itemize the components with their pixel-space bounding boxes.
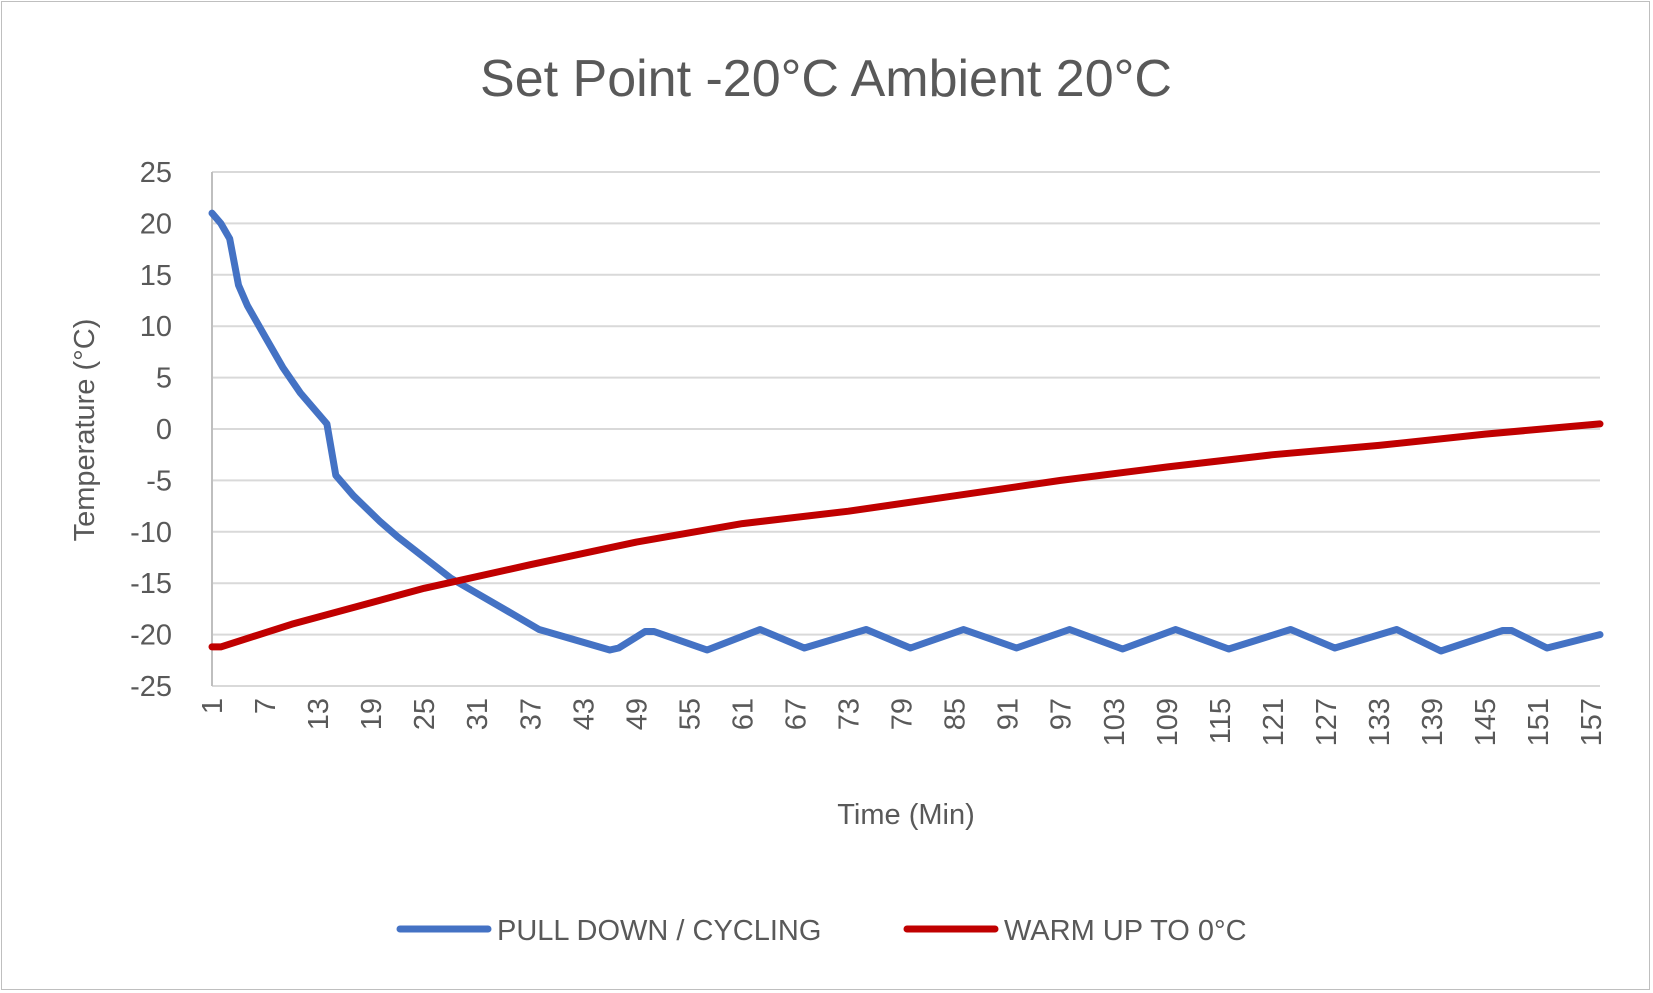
x-tick-label: 91: [993, 698, 1025, 730]
x-tick-label: 43: [568, 698, 600, 730]
x-tick-label: 67: [780, 698, 812, 730]
x-tick-label: 145: [1470, 698, 1502, 746]
x-tick-label: 31: [462, 698, 494, 730]
x-tick-label: 121: [1258, 698, 1290, 746]
y-tick-label: -5: [146, 465, 172, 497]
y-axis-title: Temperature (°C): [69, 319, 101, 542]
x-tick-label: 115: [1205, 698, 1237, 744]
series-line-warm-up-to-0-c: [208, 420, 1604, 651]
x-tick-label: 1: [197, 698, 229, 714]
legend-label: PULL DOWN / CYCLING: [497, 915, 821, 947]
x-tick-label: 61: [727, 698, 759, 730]
x-tick-label: 79: [887, 698, 919, 730]
x-tick-label: 7: [250, 698, 282, 714]
x-tick-label: 37: [515, 698, 547, 730]
y-tick-label: -15: [130, 568, 172, 600]
x-tick-label: 25: [409, 698, 441, 730]
x-tick-label: 13: [303, 698, 335, 730]
x-tick-label: 139: [1417, 698, 1449, 746]
x-tick-label: 73: [834, 698, 866, 730]
x-tick-label: 157: [1576, 698, 1608, 746]
legend: PULL DOWN / CYCLING WARM UP TO 0°C: [396, 915, 1247, 947]
x-tick-label: 49: [621, 698, 653, 730]
x-tick-label: 103: [1099, 698, 1131, 746]
gridlines: [211, 171, 1600, 687]
y-tick-label: -25: [130, 671, 172, 703]
x-tick-label: 133: [1364, 698, 1396, 746]
x-tick-label: 97: [1046, 698, 1078, 730]
y-tick-label: 15: [140, 260, 172, 292]
y-tick-labels: 25 20 15 10 5 0 -5 -10 -15 -20 -25: [130, 157, 172, 703]
x-tick-labels: 1 7 13 19 25 31 37 43 49 55 61 67 73 79 85 91 97 103 109 11…: [197, 698, 1608, 746]
y-tick-label: 0: [156, 414, 172, 446]
y-tick-label: -20: [130, 620, 172, 652]
y-tick-label: 20: [140, 208, 172, 240]
x-tick-label: 19: [356, 698, 388, 730]
y-tick-label: -10: [130, 517, 172, 549]
x-axis-title: Time (Min): [837, 799, 974, 831]
x-tick-label: 55: [674, 698, 706, 730]
x-tick-label: 127: [1311, 698, 1343, 746]
series-lines: [208, 209, 1604, 655]
y-tick-label: 10: [140, 311, 172, 343]
x-tick-label: 109: [1152, 698, 1184, 746]
series-line-pull-down-cycling: [208, 209, 1604, 655]
y-tick-label: 25: [140, 157, 172, 189]
legend-label: WARM UP TO 0°C: [1004, 915, 1247, 947]
x-tick-label: 85: [940, 698, 972, 730]
chart-title: Set Point -20°C Ambient 20°C: [480, 50, 1172, 108]
y-tick-label: 5: [156, 363, 172, 395]
x-tick-label: 151: [1523, 698, 1555, 746]
